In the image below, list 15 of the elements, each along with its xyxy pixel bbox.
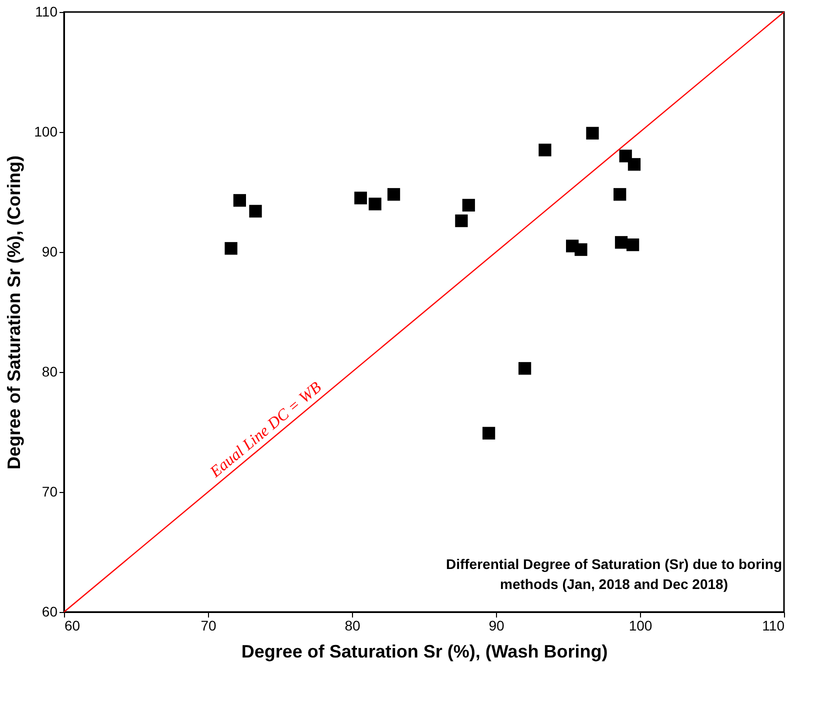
- x-tick-label: 60: [64, 618, 80, 634]
- x-tick-label: 110: [762, 618, 785, 634]
- y-tick-label: 100: [34, 124, 58, 140]
- y-tick-label: 60: [42, 604, 58, 620]
- y-tick-label: 90: [42, 244, 58, 260]
- y-tick-label: 110: [35, 4, 58, 20]
- x-axis-title: Degree of Saturation Sr (%), (Wash Boring): [241, 642, 608, 662]
- x-tick-label: 100: [628, 618, 652, 634]
- annotation: Differential Degree of Saturation (Sr) due to boring methods (Jan, 2018 and Dec 2018): [446, 556, 782, 592]
- x-tick-label: 70: [200, 618, 216, 634]
- y-axis-title: Degree of Saturation Sr (%), (Coring): [4, 155, 24, 470]
- x-tick-label: 80: [344, 618, 360, 634]
- y-tick-label: 70: [42, 484, 58, 500]
- x-tick-label: 90: [488, 618, 504, 634]
- y-tick-label: 80: [42, 364, 58, 380]
